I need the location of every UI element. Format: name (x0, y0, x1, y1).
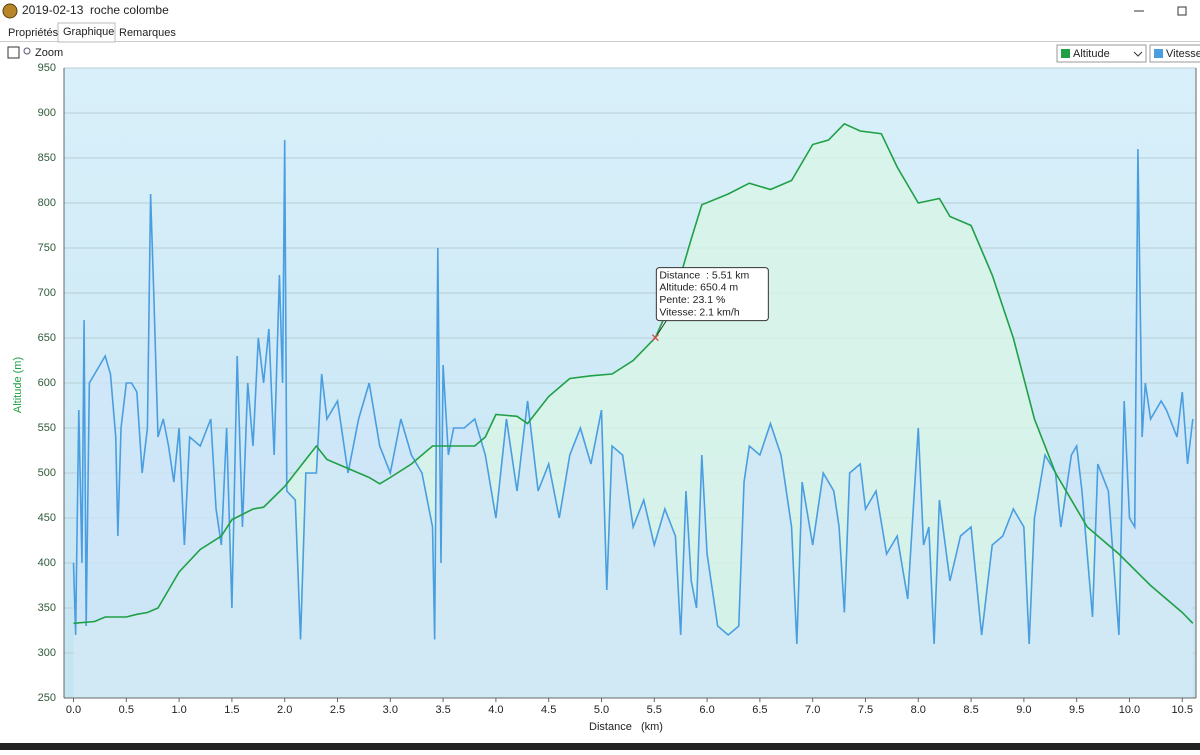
y-tick-label: 800 (38, 197, 56, 209)
hover-marker (651, 334, 659, 342)
y-tick-label: 650 (38, 332, 56, 344)
tab[interactable]: Graphique (63, 26, 114, 38)
x-tick-label: 10.0 (1119, 704, 1140, 716)
tab-active (57, 22, 116, 43)
y-tick-label: 900 (38, 107, 56, 119)
x-tick-label: 7.0 (805, 704, 820, 716)
zoom-label[interactable]: Zoom (35, 47, 63, 59)
x-tick-label: 4.5 (541, 704, 556, 716)
y-tick-label: 850 (38, 152, 56, 164)
legend-entry[interactable]: Altitude (1073, 48, 1110, 60)
legend-entry[interactable]: Vitesse (1166, 48, 1200, 60)
x-tick-label: 5.0 (594, 704, 609, 716)
x-tick-label: 8.0 (911, 704, 926, 716)
x-tick-label: 0.0 (66, 704, 81, 716)
plot (64, 67, 1196, 699)
tooltip-line: Altitude: 650.4 m (659, 282, 738, 294)
y-tick-label: 250 (38, 692, 56, 704)
taskbar (0, 743, 1200, 750)
x-tick-label: 6.5 (752, 704, 767, 716)
x-axis-label: Distance (km) (589, 721, 663, 733)
y-tick-label: 550 (38, 422, 56, 434)
x-tick-label: 3.5 (435, 704, 450, 716)
series-line (72, 139, 1194, 645)
dropdown-arrow (1133, 51, 1143, 57)
series-line (73, 122, 1194, 625)
x-tick-label: 10.5 (1172, 704, 1193, 716)
x-tick-label: 0.5 (119, 704, 134, 716)
tooltip-line: Vitesse: 2.1 km/h (659, 306, 740, 318)
y-tick-label: 350 (38, 602, 56, 614)
zoom-checkbox[interactable] (7, 46, 20, 59)
x-tick-label: 2.5 (330, 704, 345, 716)
x-tick-label: 6.0 (699, 704, 714, 716)
x-tick-label: 3.0 (383, 704, 398, 716)
tooltip-line: Distance : 5.51 km (659, 269, 749, 281)
y-tick-label: 500 (38, 467, 56, 479)
tooltip-box (655, 267, 769, 322)
x-tick-label: 9.0 (1016, 704, 1031, 716)
x-tick-label: 8.5 (963, 704, 978, 716)
x-tick-label: 5.5 (647, 704, 662, 716)
tooltip-pointer (656, 320, 667, 335)
legend-swatch (1154, 49, 1163, 58)
y-tick-label: 750 (38, 242, 56, 254)
x-tick-label: 2.0 (277, 704, 292, 716)
y-tick-label: 700 (38, 287, 56, 299)
tooltip-line: Pente: 23.1 % (659, 294, 725, 306)
x-tick-label: 1.5 (224, 704, 239, 716)
y-tick-label: 450 (38, 512, 56, 524)
series-dropdown[interactable] (1056, 44, 1147, 63)
y-tick-label: 400 (38, 557, 56, 569)
zoom-icon (23, 47, 31, 55)
y-tick-label: 950 (38, 62, 56, 74)
legend-swatch (1061, 49, 1070, 58)
tab[interactable]: Remarques (119, 27, 176, 39)
x-tick-label: 4.0 (488, 704, 503, 716)
x-tick-label: 7.5 (858, 704, 873, 716)
y-tick-label: 300 (38, 647, 56, 659)
window-title: 2019-02-13 roche colombe (22, 3, 169, 17)
restore-button[interactable] (1177, 6, 1187, 16)
app-icon (2, 3, 18, 19)
area-fill (73, 140, 1193, 698)
x-tick-label: 1.0 (171, 704, 186, 716)
x-tick-label: 9.5 (1069, 704, 1084, 716)
tab[interactable]: Propriétés (8, 27, 59, 39)
tab-divider (0, 41, 1200, 42)
y-tick-label: 600 (38, 377, 56, 389)
y-axis-label: Altitude (m) (12, 357, 24, 413)
